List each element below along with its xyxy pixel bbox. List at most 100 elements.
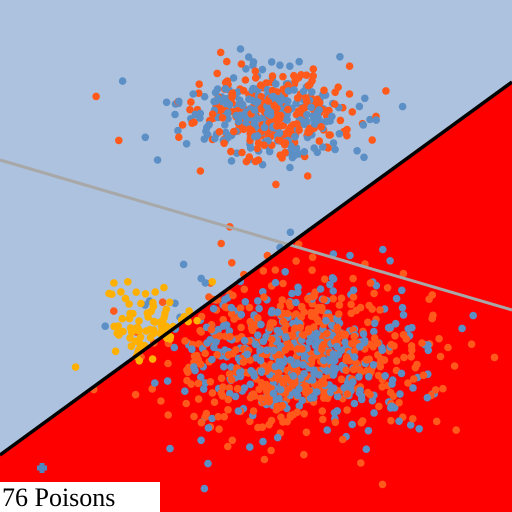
point [275,115,284,123]
point [349,293,358,301]
point [186,105,194,114]
point [262,380,271,389]
point [260,123,269,132]
point [131,390,140,399]
point [333,392,342,401]
point [320,356,328,365]
point [217,374,226,383]
point [300,410,309,418]
point [227,147,235,156]
point [267,308,276,317]
point [368,305,377,313]
point [330,409,339,417]
clean-boundary [0,158,512,312]
point [205,120,213,129]
point [196,326,204,335]
point [227,303,236,312]
point [246,356,254,364]
point [349,274,357,283]
point [282,130,291,139]
point [315,371,323,379]
point [196,360,205,369]
point [335,301,344,309]
point [214,94,223,103]
point [408,346,416,355]
point [425,295,433,304]
point [274,136,283,144]
point [384,323,393,332]
point [256,81,265,89]
point [258,65,267,74]
point [231,392,240,401]
point [292,257,300,265]
point [257,394,265,403]
point [273,308,282,317]
point [395,417,403,426]
point [381,372,390,380]
point [331,418,340,427]
point [302,428,311,437]
point [341,330,350,339]
point [246,317,254,326]
point [314,303,323,312]
point [182,399,190,408]
point [276,385,285,394]
point [127,328,136,337]
point [431,386,440,394]
point [126,334,134,342]
point [175,97,183,106]
point [121,294,130,303]
point [200,484,209,493]
point [294,345,302,353]
point [246,144,255,152]
point [303,117,311,126]
point [293,94,302,102]
point [296,374,305,383]
point [362,445,371,454]
point [210,398,219,407]
point [291,133,299,141]
point [238,101,247,110]
point [228,436,237,445]
point [279,279,287,288]
point [450,362,459,370]
point [342,353,351,362]
point [286,62,294,70]
point [224,406,232,414]
point [275,98,284,106]
point [298,396,307,405]
point [356,303,365,312]
point [364,318,372,327]
point [142,327,150,335]
point [313,95,322,104]
point [355,366,364,374]
point [349,378,357,386]
point [208,355,216,364]
point [216,48,225,57]
point [135,339,144,348]
point [259,437,267,446]
point [398,102,407,111]
point [289,410,298,419]
point [181,337,189,345]
point [361,94,369,103]
point [258,423,267,432]
point [295,126,304,134]
point [268,72,277,80]
point [273,433,282,442]
point [318,345,326,354]
point [228,93,236,101]
point [343,406,351,414]
point [217,389,225,397]
point [397,369,406,378]
point [206,378,215,386]
point [310,144,319,152]
point [229,291,237,300]
point [274,375,283,384]
point [276,302,285,310]
point [193,316,201,325]
point [141,133,150,142]
point [255,385,263,394]
point [197,436,205,445]
point [257,92,266,101]
